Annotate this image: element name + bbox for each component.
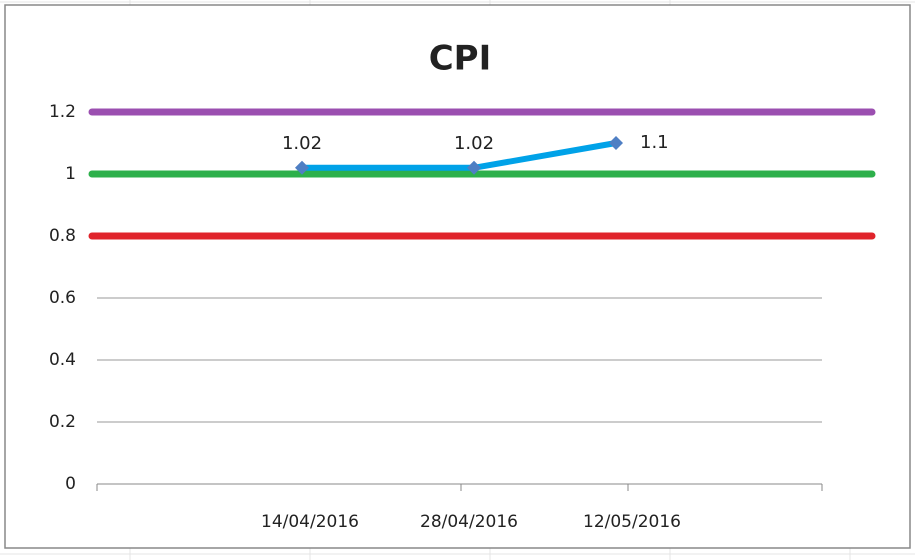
x-tick-label: 28/04/2016 bbox=[420, 512, 518, 532]
y-tick-label: 0.8 bbox=[49, 226, 76, 246]
x-axis bbox=[96, 483, 823, 491]
chart-title: CPI bbox=[429, 39, 492, 79]
chart-area bbox=[4, 4, 911, 549]
y-tick-label: 0.4 bbox=[49, 350, 76, 370]
data-label: 1.02 bbox=[282, 133, 322, 154]
point-marker bbox=[295, 160, 309, 175]
point-marker bbox=[467, 160, 481, 175]
data-label: 1.1 bbox=[640, 132, 669, 153]
x-tick-label: 12/05/2016 bbox=[583, 512, 681, 532]
y-tick-label: 0.6 bbox=[49, 288, 76, 308]
y-tick-label: 0.2 bbox=[49, 412, 76, 432]
y-tick-label: 1 bbox=[65, 164, 76, 184]
y-tick-label: 0 bbox=[65, 474, 76, 494]
point-marker bbox=[609, 136, 623, 150]
data-label: 1.02 bbox=[454, 133, 494, 154]
y-tick-label: 1.2 bbox=[49, 102, 76, 122]
x-tick-label: 14/04/2016 bbox=[261, 512, 359, 532]
